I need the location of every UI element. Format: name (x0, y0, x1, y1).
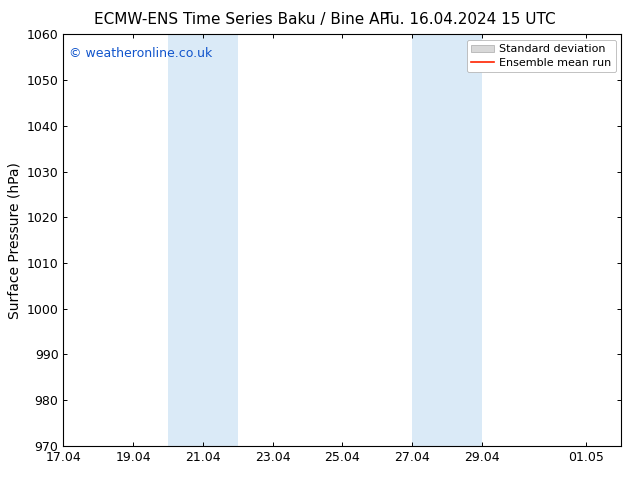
Bar (412, 34, 482, 446)
Legend: Standard deviation, Ensemble mean run: Standard deviation, Ensemble mean run (467, 40, 616, 72)
Text: © weatheronline.co.uk: © weatheronline.co.uk (69, 47, 212, 60)
Text: Tu. 16.04.2024 15 UTC: Tu. 16.04.2024 15 UTC (383, 12, 555, 27)
Bar (168, 34, 238, 446)
Text: ECMW-ENS Time Series Baku / Bine AP: ECMW-ENS Time Series Baku / Bine AP (94, 12, 388, 27)
Y-axis label: Surface Pressure (hPa): Surface Pressure (hPa) (7, 162, 21, 318)
